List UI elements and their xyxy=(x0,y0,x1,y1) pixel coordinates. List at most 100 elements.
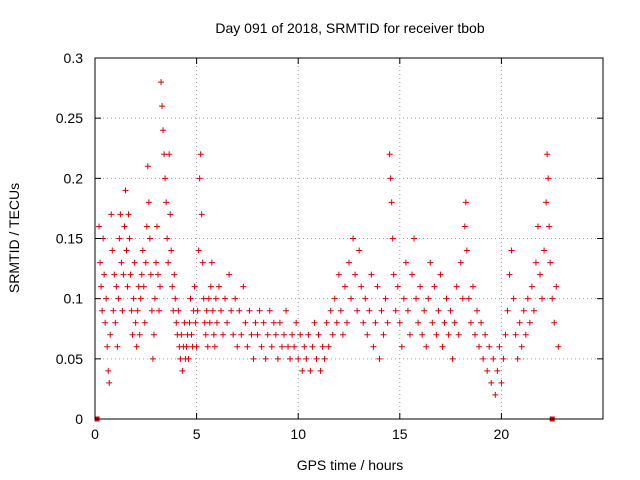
data-point xyxy=(127,271,134,278)
x-tick-label: 20 xyxy=(494,426,510,442)
data-point xyxy=(264,331,271,338)
data-point xyxy=(496,343,503,350)
data-point xyxy=(126,235,133,242)
data-point xyxy=(301,343,308,350)
data-point xyxy=(201,319,208,326)
data-point xyxy=(295,355,302,362)
data-point xyxy=(144,163,151,170)
data-point xyxy=(455,331,462,338)
data-point xyxy=(109,247,116,254)
data-point xyxy=(215,283,222,290)
data-point xyxy=(212,295,219,302)
data-point xyxy=(101,271,108,278)
data-point xyxy=(186,319,193,326)
data-point xyxy=(148,307,155,314)
data-point xyxy=(293,319,300,326)
data-point xyxy=(173,319,180,326)
data-point xyxy=(370,343,377,350)
data-point xyxy=(178,331,185,338)
data-point xyxy=(145,199,152,206)
y-tick-label: 0.25 xyxy=(56,110,83,126)
data-point xyxy=(160,127,167,134)
data-point xyxy=(195,247,202,254)
data-point xyxy=(252,319,259,326)
data-point xyxy=(437,271,444,278)
data-point xyxy=(541,247,548,254)
data-point xyxy=(474,307,481,314)
data-point xyxy=(372,319,379,326)
data-point xyxy=(389,235,396,242)
data-point xyxy=(181,319,188,326)
data-point xyxy=(506,271,513,278)
data-point xyxy=(98,283,105,290)
data-point xyxy=(335,271,342,278)
data-point xyxy=(152,259,159,266)
data-point xyxy=(113,283,120,290)
data-point xyxy=(321,355,328,362)
data-point xyxy=(153,223,160,230)
data-point xyxy=(242,319,249,326)
data-point xyxy=(384,319,391,326)
data-point xyxy=(158,79,165,86)
data-point xyxy=(378,307,385,314)
data-point xyxy=(114,343,121,350)
data-point xyxy=(116,235,123,242)
data-point xyxy=(425,295,432,302)
data-point xyxy=(128,307,135,314)
data-point xyxy=(366,307,373,314)
data-point xyxy=(151,295,158,302)
data-point xyxy=(121,223,128,230)
x-axis-label: GPS time / hours xyxy=(297,457,404,473)
data-point xyxy=(352,271,359,278)
data-point xyxy=(358,283,365,290)
data-point xyxy=(520,307,527,314)
data-point xyxy=(508,247,515,254)
data-point xyxy=(228,307,235,314)
data-point xyxy=(258,343,265,350)
axis-ticks xyxy=(94,57,603,420)
data-point xyxy=(142,259,149,266)
data-point xyxy=(415,319,422,326)
data-point xyxy=(447,307,454,314)
data-point xyxy=(111,271,118,278)
data-point xyxy=(123,247,130,254)
data-point xyxy=(217,307,224,314)
data-point xyxy=(368,271,375,278)
data-point xyxy=(553,283,560,290)
data-point xyxy=(169,283,176,290)
data-point xyxy=(488,379,495,386)
data-point xyxy=(498,379,505,386)
data-point xyxy=(380,331,387,338)
y-tick-label: 0.1 xyxy=(64,291,84,307)
data-point xyxy=(402,259,409,266)
data-point xyxy=(171,271,178,278)
data-point xyxy=(325,343,332,350)
data-point xyxy=(270,319,277,326)
data-point xyxy=(149,355,156,362)
data-point xyxy=(376,355,383,362)
data-point xyxy=(140,283,147,290)
data-point xyxy=(197,151,204,158)
data-point xyxy=(532,259,539,266)
data-point xyxy=(104,343,111,350)
data-point xyxy=(429,319,436,326)
data-point xyxy=(135,283,142,290)
x-tick-label: 15 xyxy=(392,426,408,442)
data-point xyxy=(431,283,438,290)
data-point xyxy=(486,343,493,350)
data-point xyxy=(417,283,424,290)
data-point xyxy=(129,331,136,338)
data-point xyxy=(108,211,115,218)
data-point xyxy=(220,331,227,338)
data-point xyxy=(400,295,407,302)
data-point xyxy=(445,331,452,338)
data-point xyxy=(337,307,344,314)
data-point xyxy=(329,331,336,338)
data-point xyxy=(360,319,367,326)
data-point xyxy=(524,295,531,302)
data-point xyxy=(99,307,106,314)
data-point xyxy=(205,295,212,302)
data-point xyxy=(555,343,562,350)
